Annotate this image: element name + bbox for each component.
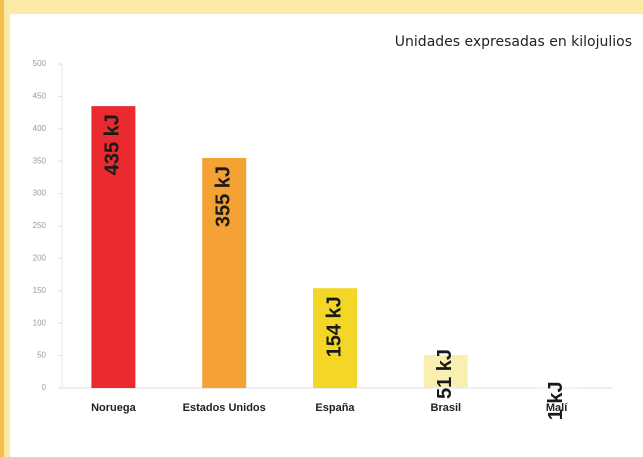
value-label: 154 kJ [323, 296, 345, 357]
value-label: 51 kJ [434, 349, 456, 399]
frame-edge [0, 0, 4, 457]
y-tick-label: 250 [33, 221, 47, 230]
x-tick-label: Noruega [91, 402, 137, 414]
bar [423, 354, 468, 388]
value-label: 355 kJ [212, 166, 234, 227]
value-label: 1 kJ [545, 381, 567, 420]
x-tick-label: Brasil [431, 402, 462, 414]
y-tick-label: 450 [33, 92, 47, 101]
bar [534, 387, 579, 388]
y-tick-label: 150 [33, 286, 47, 295]
bar [91, 106, 136, 389]
y-tick-label: 200 [33, 254, 47, 263]
y-tick-label: 350 [33, 156, 47, 165]
x-tick-label: España [315, 402, 355, 414]
y-tick-label: 50 [37, 351, 46, 360]
y-tick-label: 0 [42, 383, 47, 392]
value-label: 435 kJ [102, 114, 124, 175]
y-tick-label: 400 [33, 124, 47, 133]
x-tick-label: Estados Unidos [183, 402, 266, 414]
x-tick-label: Malí [546, 402, 568, 414]
y-tick-label: 100 [33, 318, 47, 327]
y-tick-label: 300 [33, 189, 47, 198]
y-tick-label: 500 [33, 59, 47, 68]
bar [202, 157, 247, 388]
bar [313, 288, 357, 388]
annotation: Unidades expresadas en kilojulios [395, 34, 632, 50]
